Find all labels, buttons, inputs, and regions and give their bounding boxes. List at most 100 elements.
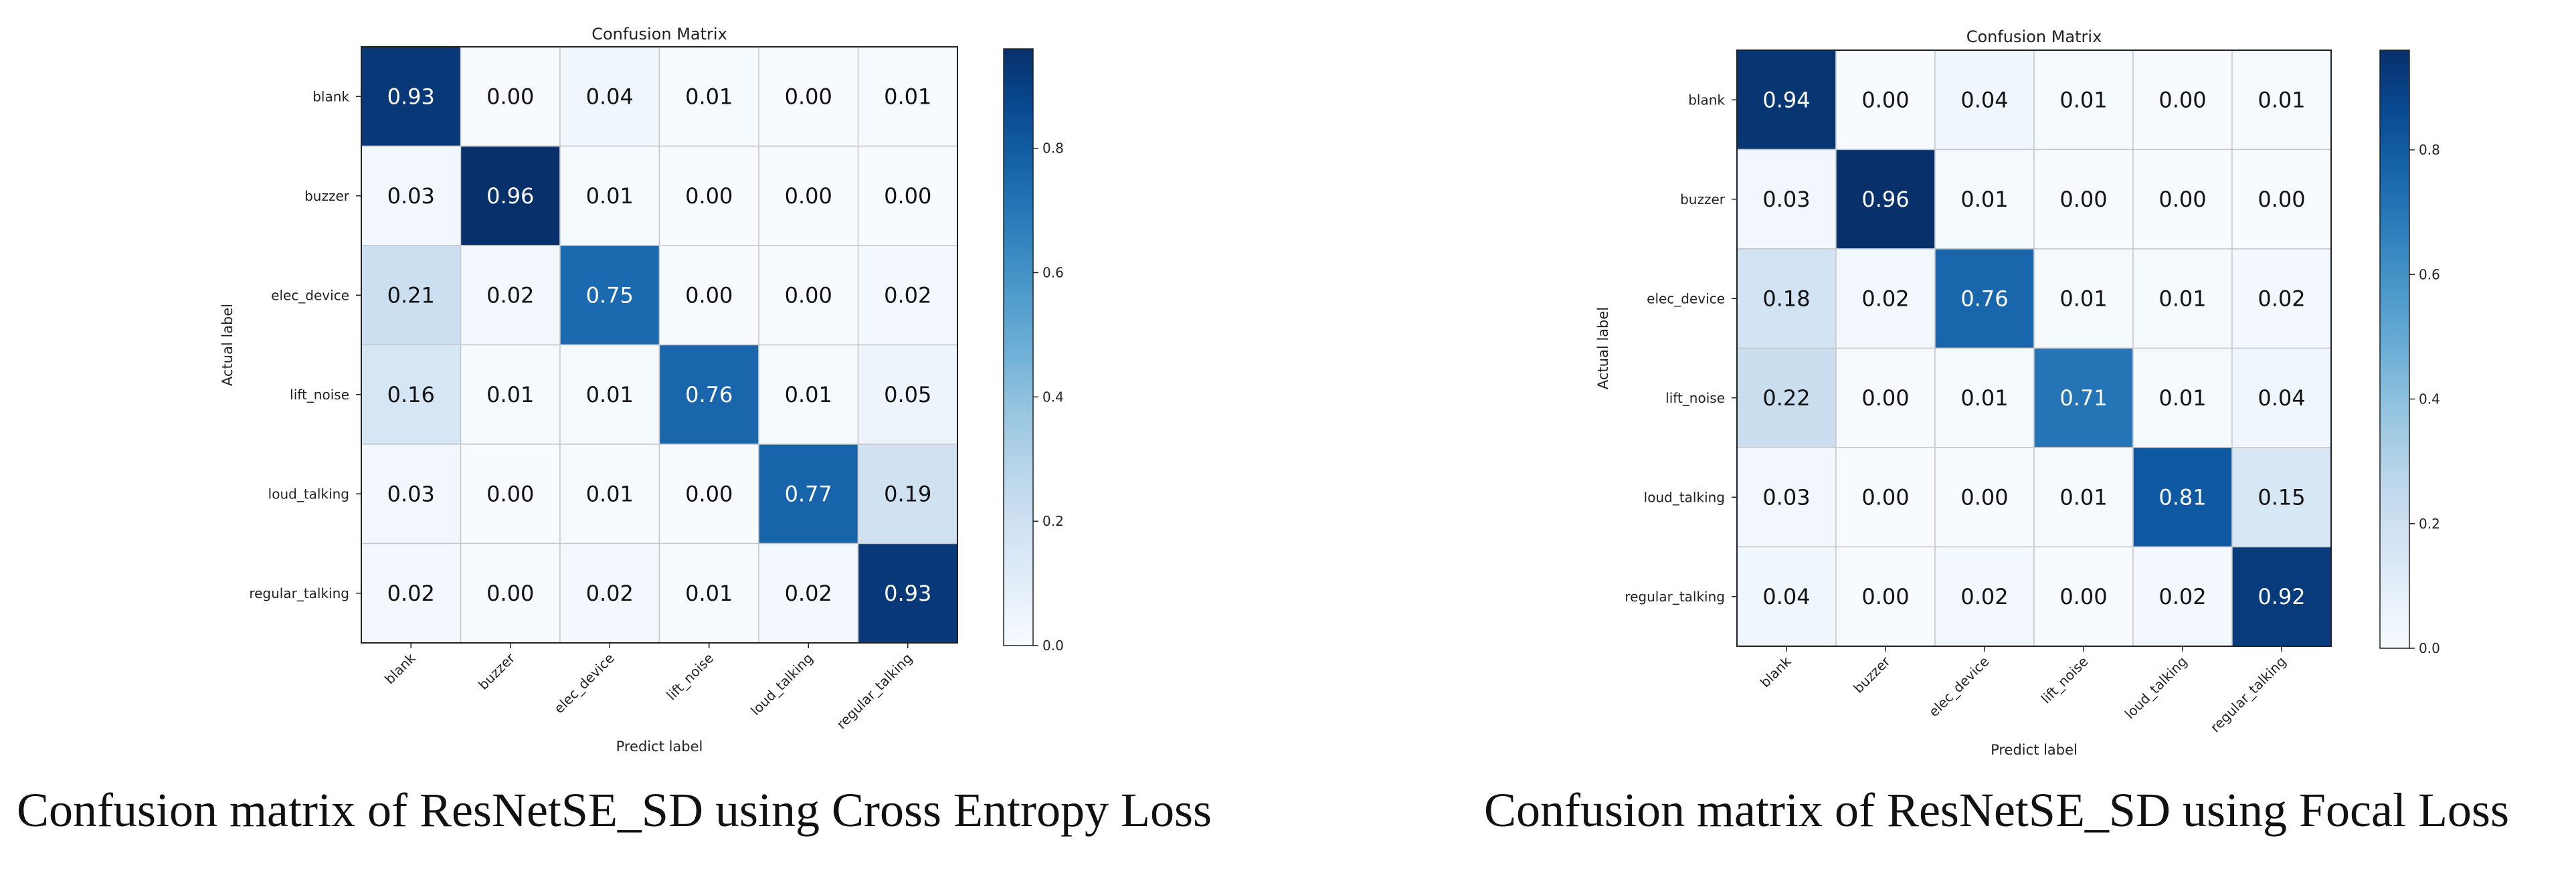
cell-value-label: 0.94 bbox=[1762, 87, 1810, 112]
y-axis-label: Actual label bbox=[1595, 307, 1611, 389]
cell-value-label: 0.81 bbox=[2158, 484, 2206, 510]
cell-value-label: 0.01 bbox=[1960, 385, 2008, 411]
colorbar-tick-label: 0.0 bbox=[2419, 640, 2440, 656]
x-tick-label-elec-device: elec_device bbox=[1926, 654, 1993, 720]
cell-buzzer-regular-talking bbox=[2231, 149, 2332, 250]
cell-value-label: 0.01 bbox=[586, 382, 634, 407]
colorbar-tick-label: 0.6 bbox=[1042, 265, 1064, 281]
cell-value-label: 0.02 bbox=[785, 581, 832, 606]
y-tick-label-loud-talking: loud_talking bbox=[1644, 489, 1725, 505]
cell-value-label: 0.16 bbox=[387, 382, 435, 407]
cell-value-label: 0.05 bbox=[884, 382, 931, 407]
cell-value-label: 0.04 bbox=[2258, 385, 2305, 411]
cell-value-label: 0.92 bbox=[2258, 584, 2305, 609]
cell-value-label: 0.00 bbox=[2158, 87, 2206, 112]
colorbar-tick-label: 0.4 bbox=[1042, 389, 1064, 405]
cell-elec-device-blank bbox=[1736, 248, 1837, 349]
cell-lift-noise-buzzer bbox=[460, 344, 561, 445]
cell-regular-talking-loud-talking bbox=[758, 543, 859, 644]
matrix-border bbox=[361, 46, 958, 644]
cell-loud-talking-blank bbox=[361, 444, 462, 545]
y-tick-label-elec-device: elec_device bbox=[1647, 290, 1725, 306]
cell-regular-talking-blank bbox=[361, 543, 462, 644]
cell-value-label: 0.00 bbox=[2158, 187, 2206, 212]
cell-value-label: 0.01 bbox=[486, 382, 534, 407]
x-tick-label-regular-talking: regular_talking bbox=[833, 650, 915, 733]
x-tick-label-elec-device: elec_device bbox=[551, 650, 618, 717]
cell-buzzer-buzzer bbox=[460, 145, 561, 246]
cell-value-label: 0.00 bbox=[685, 282, 733, 308]
x-axis-label: Predict label bbox=[1991, 742, 2078, 758]
cell-value-label: 0.00 bbox=[685, 183, 733, 209]
x-tick-label-buzzer: buzzer bbox=[1850, 653, 1894, 696]
cell-lift-noise-elec-device bbox=[1934, 347, 2035, 448]
cell-blank-lift-noise bbox=[658, 46, 759, 147]
cell-value-label: 0.00 bbox=[486, 481, 534, 506]
colorbar bbox=[1003, 48, 1034, 646]
cell-value-label: 0.01 bbox=[1960, 187, 2008, 212]
cell-loud-talking-elec-device bbox=[1934, 447, 2035, 548]
cell-value-label: 0.76 bbox=[685, 382, 733, 407]
cell-value-label: 0.00 bbox=[486, 84, 534, 109]
cell-elec-device-blank bbox=[361, 245, 462, 346]
y-tick-label-buzzer: buzzer bbox=[1680, 191, 1726, 207]
cell-value-label: 0.18 bbox=[1762, 286, 1810, 311]
matrix-border bbox=[1736, 50, 2332, 647]
y-tick-label-loud-talking: loud_talking bbox=[268, 486, 349, 502]
cell-value-label: 0.02 bbox=[884, 282, 931, 308]
cell-elec-device-loud-talking bbox=[758, 245, 859, 346]
x-tick-label-lift-noise: lift_noise bbox=[2038, 654, 2092, 707]
caption-focal-loss: Confusion matrix of ResNetSE_SD using Fo… bbox=[1484, 783, 2509, 837]
cell-value-label: 0.00 bbox=[486, 581, 534, 606]
cell-blank-regular-talking bbox=[857, 46, 958, 147]
cell-regular-talking-regular-talking bbox=[857, 543, 958, 644]
cell-value-label: 0.02 bbox=[2158, 584, 2206, 609]
cell-blank-buzzer bbox=[460, 46, 561, 147]
cell-value-label: 0.01 bbox=[785, 382, 832, 407]
cell-value-label: 0.00 bbox=[685, 481, 733, 506]
cell-value-label: 0.01 bbox=[2258, 87, 2305, 112]
cell-elec-device-buzzer bbox=[460, 245, 561, 346]
cell-lift-noise-lift-noise bbox=[2033, 347, 2134, 448]
x-tick-label-blank: blank bbox=[381, 650, 419, 687]
cell-blank-lift-noise bbox=[2033, 50, 2134, 151]
y-tick-label-lift-noise: lift_noise bbox=[1665, 390, 1725, 406]
cell-value-label: 0.01 bbox=[586, 183, 634, 209]
cell-value-label: 0.02 bbox=[486, 282, 534, 308]
cell-value-label: 0.02 bbox=[1960, 584, 2008, 609]
cell-value-label: 0.01 bbox=[2059, 87, 2107, 112]
cell-lift-noise-loud-talking bbox=[2132, 347, 2233, 448]
confusion-matrix-2: Confusion Matrix 0.94 0.00 0.04 0.01 0.00 0.01… bbox=[1595, 27, 2440, 758]
cell-regular-talking-regular-talking bbox=[2231, 546, 2332, 647]
cell-buzzer-buzzer bbox=[1835, 149, 1936, 250]
chart-title: Confusion Matrix bbox=[1966, 27, 2102, 46]
cell-value-label: 0.75 bbox=[586, 282, 634, 308]
cell-value-label: 0.03 bbox=[387, 183, 435, 209]
cell-value-label: 0.01 bbox=[586, 481, 634, 506]
cell-blank-blank bbox=[361, 46, 462, 147]
cell-value-label: 0.01 bbox=[2158, 286, 2206, 311]
cell-elec-device-regular-talking bbox=[2231, 248, 2332, 349]
x-tick-label-loud-talking: loud_talking bbox=[2122, 654, 2191, 722]
cell-value-label: 0.93 bbox=[884, 581, 931, 606]
cell-elec-device-regular-talking bbox=[857, 245, 958, 346]
cell-loud-talking-regular-talking bbox=[2231, 447, 2332, 548]
cell-loud-talking-buzzer bbox=[1835, 447, 1936, 548]
cell-regular-talking-loud-talking bbox=[2132, 546, 2233, 647]
cell-value-label: 0.00 bbox=[785, 282, 832, 308]
cell-value-label: 0.01 bbox=[2059, 286, 2107, 311]
cell-value-label: 0.00 bbox=[1861, 87, 1909, 112]
colorbar-tick-label: 0.6 bbox=[2419, 266, 2440, 282]
cell-value-label: 0.00 bbox=[785, 183, 832, 209]
y-axis-label: Actual label bbox=[219, 304, 236, 386]
x-axis-label: Predict label bbox=[616, 739, 703, 755]
y-tick-label-lift-noise: lift_noise bbox=[290, 387, 349, 403]
y-tick-label-regular-talking: regular_talking bbox=[249, 585, 349, 601]
cell-value-label: 0.00 bbox=[2258, 187, 2305, 212]
cell-elec-device-lift-noise bbox=[658, 245, 759, 346]
cell-value-label: 0.02 bbox=[1861, 286, 1909, 311]
cell-regular-talking-elec-device bbox=[1934, 546, 2035, 647]
cell-loud-talking-loud-talking bbox=[2132, 447, 2233, 548]
